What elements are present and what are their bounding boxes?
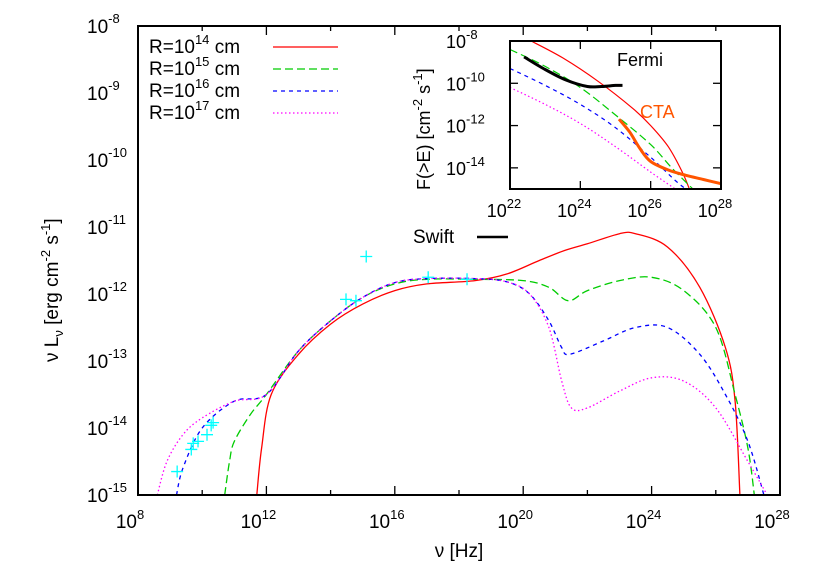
series-line-1 xyxy=(256,231,741,496)
x-tick-label: 1024 xyxy=(626,507,662,533)
legend-label: R=1016 cm xyxy=(149,76,240,102)
inset-series-line-6 xyxy=(617,118,721,186)
x-tick-label: 1028 xyxy=(754,507,790,533)
inset-y-tick-label: 10-10 xyxy=(446,69,485,94)
series-line-2 xyxy=(224,276,755,496)
y-tick-label: 10-13 xyxy=(87,346,127,373)
data-point-marker xyxy=(201,428,214,441)
main-plot-curves xyxy=(156,231,768,496)
series-line-4 xyxy=(156,277,768,496)
y-tick-label: 10-12 xyxy=(87,279,127,306)
x-tick-label: 108 xyxy=(116,507,144,533)
inset-curves xyxy=(510,41,721,189)
data-point-marker xyxy=(192,435,205,448)
y-tick-label: 10-9 xyxy=(87,78,120,105)
inset-tick-labels: 1022 1024 1026 1028 10-8 10-10 10-12 10-14 xyxy=(446,27,732,221)
y-tick-label: 10-15 xyxy=(87,480,127,507)
inset-x-tick-label: 1028 xyxy=(698,196,733,221)
x-tick-label: 1020 xyxy=(497,507,533,533)
legend-label: R=1015 cm xyxy=(149,54,240,80)
data-point-marker xyxy=(340,293,353,306)
data-point-marker xyxy=(349,294,362,307)
inset-axis-ticks xyxy=(510,41,721,189)
x-tick-label: 1016 xyxy=(369,507,405,533)
fermi-label: Fermi xyxy=(617,50,663,70)
legend: R=1014 cmR=1015 cmR=1016 cmR=1017 cm xyxy=(149,32,338,124)
data-point-marker xyxy=(461,273,474,286)
series-line-3 xyxy=(175,277,765,496)
y-tick-label: 10-10 xyxy=(87,145,127,172)
inset-x-tick-label: 1022 xyxy=(487,196,522,221)
inset-y-tick-label: 10-14 xyxy=(446,154,485,179)
inset-series-line-1 xyxy=(530,41,690,189)
data-point-marker xyxy=(207,416,220,429)
legend-label: R=1014 cm xyxy=(149,32,240,58)
y-axis-label: ν Lν [erg cm-2 s-1] xyxy=(38,218,66,362)
inset-series-line-5 xyxy=(523,55,623,89)
data-point-marker xyxy=(187,437,200,450)
main-axis-tick-labels: 108 1012 1016 1020 1024 1028 10-8 10-9 10-10 10-1… xyxy=(87,11,790,533)
x-axis-label: ν [Hz] xyxy=(435,541,484,562)
y-tick-label: 10-14 xyxy=(87,413,127,440)
data-point-marker xyxy=(422,271,435,284)
data-point-marker xyxy=(185,443,198,456)
y-tick-label: 10-8 xyxy=(87,11,120,38)
x-tick-label: 1012 xyxy=(241,507,277,533)
legend-label: R=1017 cm xyxy=(149,98,240,124)
data-point-marker xyxy=(360,250,373,263)
data-point-marker xyxy=(171,465,184,478)
y-tick-label: 10-11 xyxy=(87,212,126,239)
data-point-marker xyxy=(205,419,218,432)
cta-label: CTA xyxy=(640,102,675,122)
inset-series-line-2 xyxy=(510,48,694,189)
swift-label: Swift xyxy=(413,227,455,248)
inset-x-tick-label: 1024 xyxy=(557,196,592,221)
inset-frame xyxy=(509,40,722,190)
inset-y-tick-label: 10-8 xyxy=(446,27,478,52)
inset-x-tick-label: 1026 xyxy=(627,196,662,221)
inset-y-axis-label: F(>E) [cm-2 s-1] xyxy=(410,68,434,190)
inset-series-line-3 xyxy=(510,67,687,189)
inset-y-tick-label: 10-12 xyxy=(446,112,485,137)
main-axis-ticks xyxy=(201,26,717,495)
